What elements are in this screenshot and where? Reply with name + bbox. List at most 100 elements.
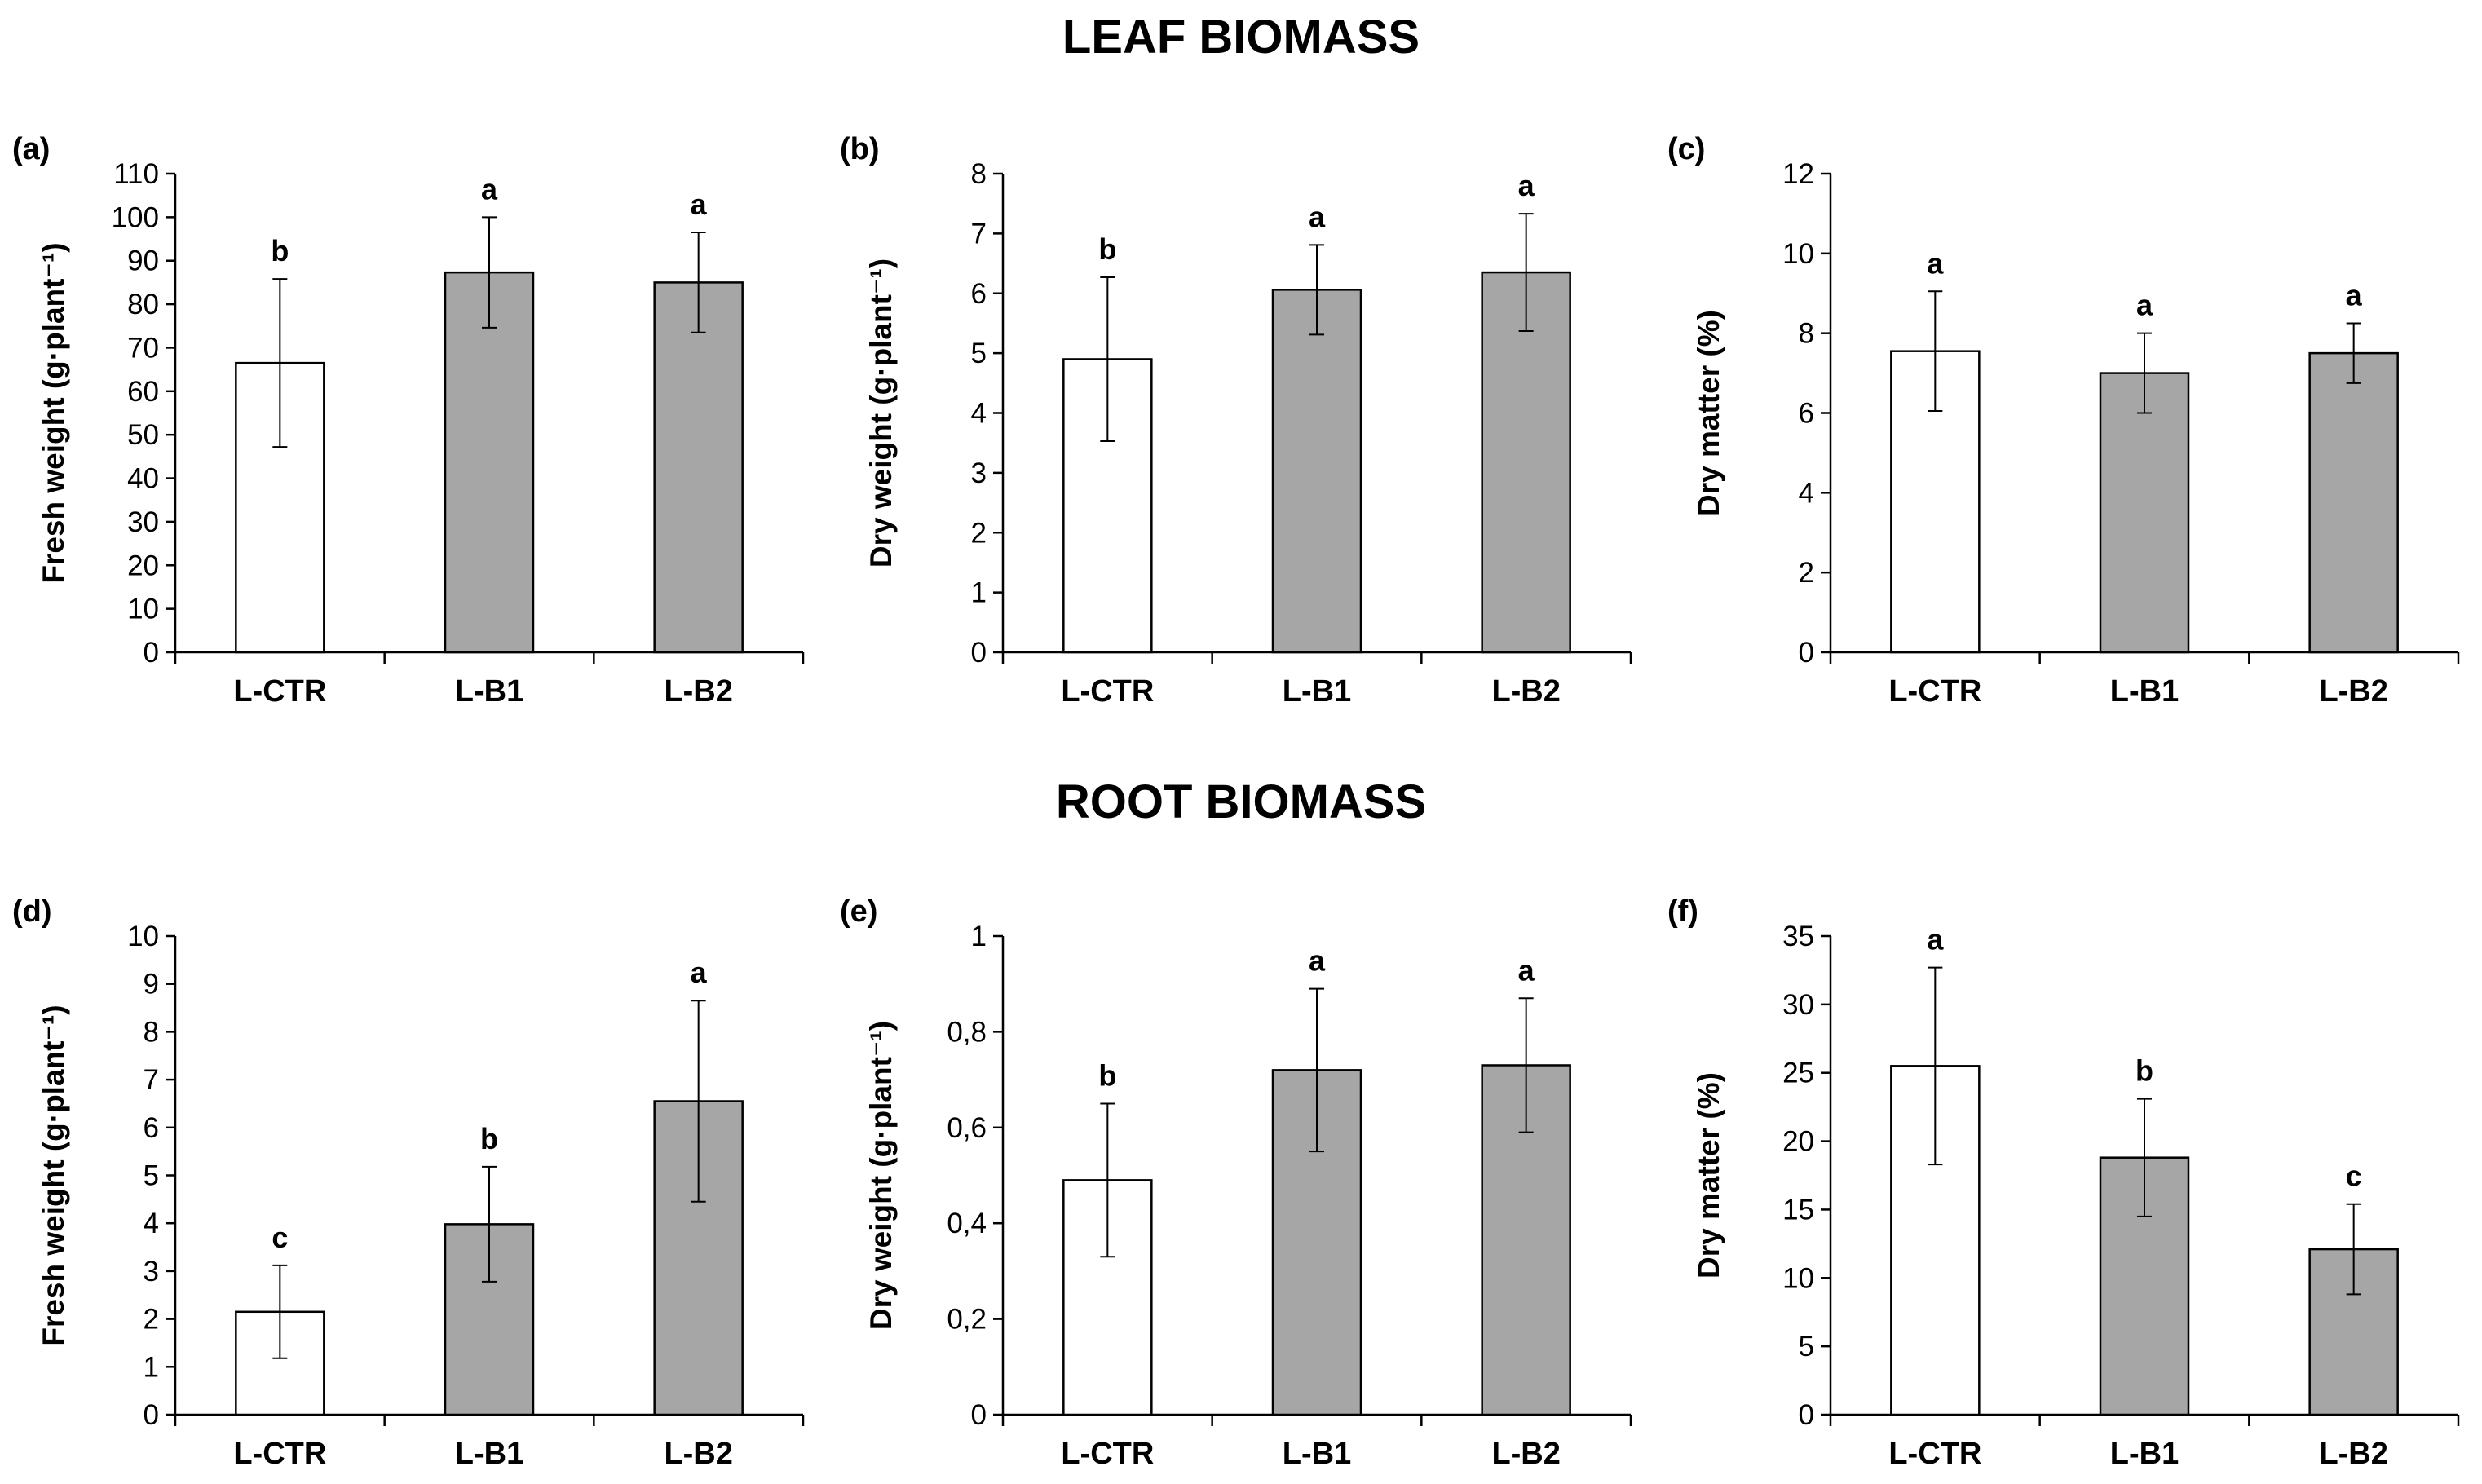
x-category-label: L-B2 <box>1491 674 1560 709</box>
leaf-biomass-title: LEAF BIOMASS <box>1062 11 1420 64</box>
y-axis-label: Fresh weight (g·plant⁻¹) <box>37 1005 70 1345</box>
y-tick-label: 8 <box>144 1016 159 1048</box>
significance-letter: a <box>481 172 498 205</box>
y-tick-label: 1 <box>971 921 987 952</box>
y-tick-label: 110 <box>113 158 159 190</box>
y-tick-label: 20 <box>1782 1126 1814 1158</box>
y-axis-label: Dry weight (g·plant⁻¹) <box>864 1021 898 1330</box>
panel-label: (f) <box>1667 894 1698 929</box>
x-category-label: L-B1 <box>1283 1437 1351 1471</box>
chart-panel-b: (b) Dry weight (g·plant⁻¹) 0 1 2 3 4 5 6 7 8 b L-CTR… <box>840 132 1632 709</box>
x-category-label: L-B1 <box>455 1437 523 1471</box>
y-axis-label: Dry matter (%) <box>1692 1072 1725 1279</box>
x-category-label: L-CTR <box>233 674 326 709</box>
y-tick-label: 3 <box>144 1256 159 1287</box>
significance-letter: b <box>1098 1058 1116 1092</box>
significance-letter: a <box>1518 953 1535 987</box>
y-tick-label: 0 <box>971 637 987 669</box>
y-tick-label: 7 <box>144 1064 159 1096</box>
y-tick-label: 90 <box>127 245 159 277</box>
x-category-label: L-B2 <box>2319 1437 2387 1471</box>
panel-label: (d) <box>12 894 52 929</box>
y-tick-label: 10 <box>1782 1262 1814 1294</box>
x-category-label: L-B1 <box>455 674 523 709</box>
bar-l-b2 <box>2308 351 2399 654</box>
y-tick-label: 40 <box>127 463 159 495</box>
y-tick-label: 10 <box>1782 238 1814 270</box>
bar-l-b2 <box>1481 271 1571 654</box>
y-tick-label: 10 <box>127 594 159 625</box>
y-axis-label: Dry matter (%) <box>1692 310 1725 516</box>
significance-letter: b <box>480 1122 498 1155</box>
y-tick-label: 20 <box>127 550 159 581</box>
chart-panel-a: (a) Fresh weight (g·plant⁻¹) 0 10 20 30 40 50 60… <box>12 132 805 709</box>
y-tick-label: 50 <box>127 419 159 451</box>
x-category-label: L-CTR <box>1061 674 1154 709</box>
panel-label: (b) <box>840 132 880 166</box>
y-tick-label: 100 <box>112 201 159 233</box>
significance-letter: c <box>272 1221 288 1254</box>
bar-l-b1 <box>444 271 535 654</box>
x-category-label: L-CTR <box>1888 1437 1981 1471</box>
y-tick-label: 5 <box>971 338 987 369</box>
y-tick-label: 0 <box>144 637 159 669</box>
significance-letter: b <box>1098 232 1116 266</box>
y-tick-label: 4 <box>144 1208 159 1239</box>
y-tick-label: 80 <box>127 289 159 320</box>
y-tick-label: 7 <box>971 218 987 250</box>
bar-l-b2 <box>653 281 744 654</box>
y-tick-label: 15 <box>1782 1194 1814 1226</box>
x-category-label: L-CTR <box>1888 674 1981 709</box>
y-tick-label: 0,8 <box>947 1016 987 1048</box>
y-tick-label: 60 <box>127 376 159 408</box>
x-category-label: L-B2 <box>1491 1437 1560 1471</box>
significance-letter: a <box>691 188 708 221</box>
significance-letter: a <box>1518 169 1535 202</box>
y-axis-label: Dry weight (g·plant⁻¹) <box>864 258 898 568</box>
y-tick-label: 12 <box>1782 158 1814 190</box>
x-category-label: L-CTR <box>1061 1437 1154 1471</box>
x-category-label: L-B2 <box>664 674 732 709</box>
y-tick-label: 0,4 <box>947 1208 987 1239</box>
y-tick-label: 30 <box>1782 989 1814 1021</box>
y-tick-label: 6 <box>971 278 987 310</box>
x-category-label: L-B1 <box>2110 674 2179 709</box>
x-category-label: L-B1 <box>1283 674 1351 709</box>
significance-letter: b <box>271 234 289 267</box>
y-tick-label: 6 <box>1799 398 1814 430</box>
panel-label: (e) <box>840 894 877 929</box>
y-tick-label: 0 <box>971 1399 987 1431</box>
y-tick-label: 0 <box>144 1399 159 1431</box>
bar-l-b1 <box>1271 289 1362 654</box>
significance-letter: a <box>1309 200 1326 233</box>
y-tick-label: 2 <box>971 517 987 549</box>
y-tick-label: 70 <box>127 332 159 364</box>
y-tick-label: 4 <box>1799 477 1814 509</box>
y-tick-label: 1 <box>971 577 987 609</box>
panel-label: (c) <box>1667 132 1705 166</box>
y-tick-label: 5 <box>1799 1331 1814 1363</box>
x-category-label: L-CTR <box>233 1437 326 1471</box>
significance-letter: b <box>2135 1054 2153 1088</box>
significance-letter: a <box>2136 289 2153 322</box>
y-tick-label: 10 <box>127 921 159 952</box>
x-category-label: L-B2 <box>2319 674 2387 709</box>
y-tick-label: 6 <box>144 1112 159 1144</box>
chart-panel-f: (f) Dry matter (%) 0 5 10 15 20 25 30 35 a L-CTR b L-… <box>1667 894 2460 1471</box>
significance-letter: a <box>691 956 708 989</box>
panel-label: (a) <box>12 132 50 166</box>
y-tick-label: 0 <box>1799 637 1814 669</box>
y-tick-label: 1 <box>144 1351 159 1383</box>
y-tick-label: 25 <box>1782 1058 1814 1089</box>
y-tick-label: 3 <box>971 457 987 489</box>
y-tick-label: 0,2 <box>947 1304 987 1336</box>
significance-letter: c <box>2346 1159 2362 1193</box>
bar-l-b1 <box>2099 372 2190 654</box>
y-tick-label: 5 <box>144 1160 159 1192</box>
y-tick-label: 8 <box>1799 318 1814 350</box>
y-axis-label: Fresh weight (g·plant⁻¹) <box>37 242 70 583</box>
y-tick-label: 0,6 <box>947 1112 987 1144</box>
y-tick-label: 8 <box>971 158 987 190</box>
chart-panel-e: (e) Dry weight (g·plant⁻¹) 0 0,2 0,4 0,6 0,8 1 b… <box>840 894 1632 1471</box>
significance-letter: a <box>2346 278 2363 311</box>
